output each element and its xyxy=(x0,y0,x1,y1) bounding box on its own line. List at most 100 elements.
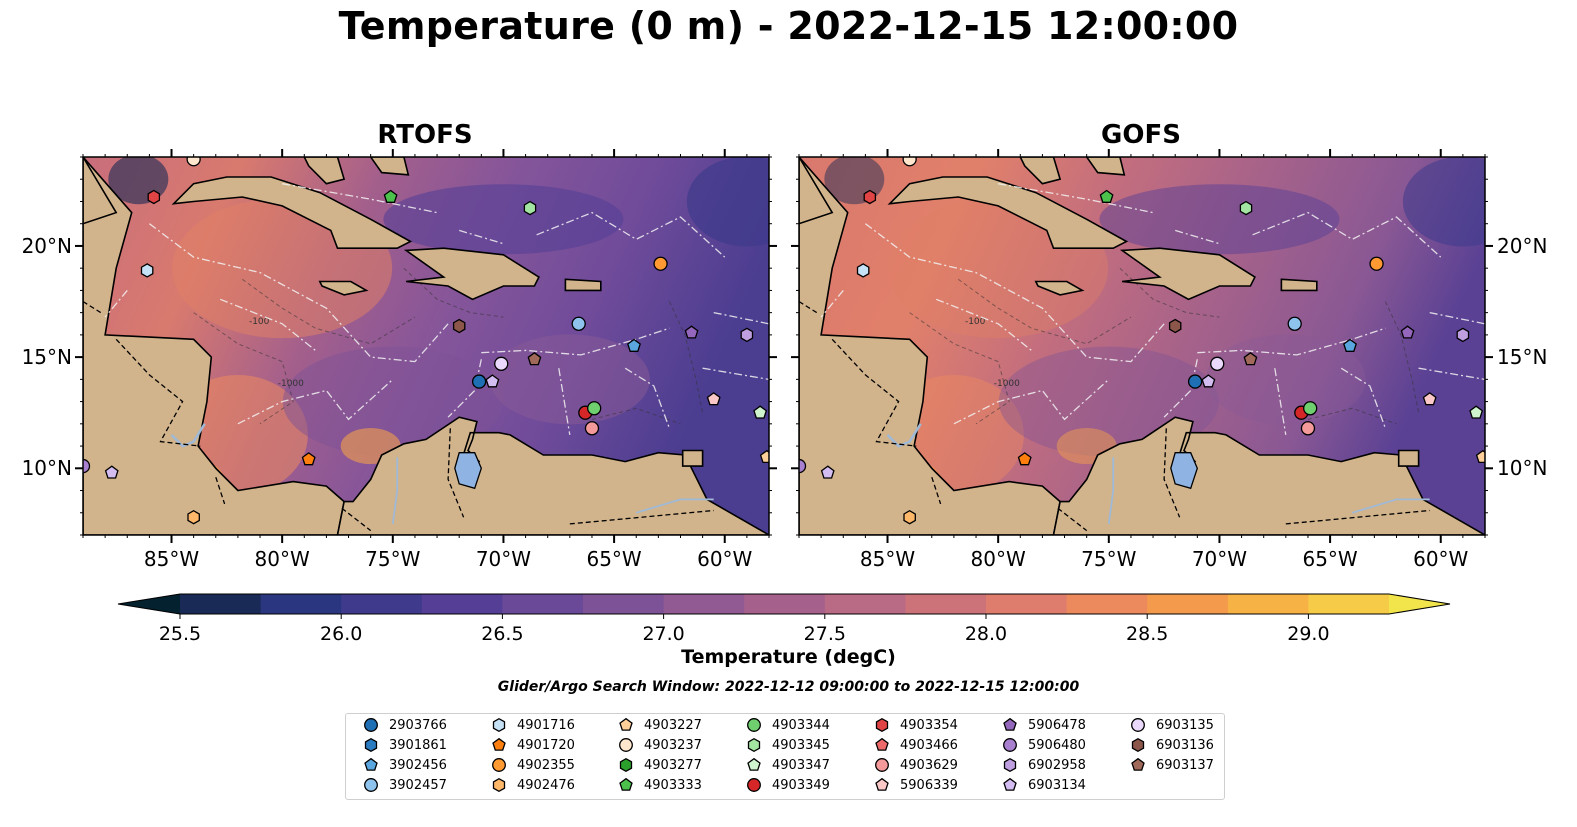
float-marker-6902958 xyxy=(740,327,754,343)
legend-item: 4901720 xyxy=(490,736,575,754)
float-marker-4902355 xyxy=(1369,256,1384,271)
float-marker-3902457 xyxy=(571,316,586,331)
legend-label: 4903277 xyxy=(644,757,702,773)
float-marker-3902457 xyxy=(1287,316,1302,331)
isobath-label: -100 xyxy=(249,317,270,327)
float-marker-4903345 xyxy=(1239,200,1253,216)
float-marker-6903134 xyxy=(1201,374,1216,388)
colorbar-segment xyxy=(744,594,826,614)
float-marker-5906478 xyxy=(684,325,699,339)
lake-maracaibo xyxy=(454,452,482,490)
legend-label: 5906478 xyxy=(1028,717,1086,733)
lon-tick-label: 70°W xyxy=(475,547,532,571)
colorbar-tick-label: 26.0 xyxy=(320,623,362,645)
float-marker-4903333 xyxy=(383,189,398,203)
legend-label: 4903227 xyxy=(644,717,702,733)
map-rtofs: -1000 -100 xyxy=(75,149,777,543)
lat-tick-label: 15°N xyxy=(1497,345,1548,370)
land-caymanYuc xyxy=(799,157,834,225)
colorbar-segment xyxy=(260,594,342,614)
legend-item: 6902958 xyxy=(1001,756,1086,774)
float-marker-4903237 xyxy=(902,157,917,167)
legend-item: 4903277 xyxy=(617,756,702,774)
legend-marker xyxy=(1003,757,1017,773)
legend-label: 4903354 xyxy=(900,717,958,733)
lon-tick-label: 70°W xyxy=(1191,547,1248,571)
float-marker-4903227 xyxy=(759,449,769,464)
colorbar-segment xyxy=(180,594,262,614)
legend-marker xyxy=(1003,717,1017,731)
float-marker-6902958 xyxy=(1456,327,1470,343)
legend-label: 4903629 xyxy=(900,757,958,773)
legend-item: 4903333 xyxy=(617,776,702,794)
legend-label: 6903137 xyxy=(1156,757,1214,773)
legend-marker-icon xyxy=(1131,737,1145,753)
float-marker-4901716 xyxy=(856,263,870,278)
legend-marker xyxy=(747,718,761,732)
legend-marker-icon xyxy=(619,757,633,773)
legend-marker xyxy=(492,737,506,751)
colorbar-segment xyxy=(986,594,1068,614)
legend-item: 6903135 xyxy=(1129,716,1214,734)
legend-label: 4903466 xyxy=(900,737,958,753)
map-panels: -1000 -100 -1000 -100 xyxy=(75,149,1493,543)
legend-marker-icon xyxy=(492,737,506,751)
legend-marker xyxy=(492,777,506,793)
float-marker-6903136 xyxy=(452,318,466,334)
legend-item: 2903766 xyxy=(362,716,447,734)
legend-label: 4901716 xyxy=(517,717,575,733)
land-puertorico xyxy=(1280,278,1318,292)
legend-marker xyxy=(875,737,889,751)
land-bahamas1 xyxy=(303,157,346,185)
legend-marker xyxy=(619,757,633,773)
legend-label: 2903766 xyxy=(389,717,447,733)
land-jamaica xyxy=(1034,280,1085,296)
lat-tick-label: 20°N xyxy=(21,233,72,258)
colorbar-tick-label: 26.5 xyxy=(481,623,523,645)
legend-marker-icon xyxy=(619,738,633,752)
colorbar-segment xyxy=(1227,594,1309,614)
legend-marker-icon xyxy=(364,778,378,792)
colorbar-tick-label: 27.5 xyxy=(804,623,846,645)
legend-item: 4903345 xyxy=(745,736,830,754)
legend-marker-icon xyxy=(1003,757,1017,773)
legend-marker-icon xyxy=(619,717,633,731)
legend-marker-icon xyxy=(747,737,761,753)
float-marker-4901720 xyxy=(1017,452,1032,466)
lon-tick-label: 85°W xyxy=(859,547,916,571)
legend-item: 4903354 xyxy=(873,716,958,734)
legend-marker xyxy=(1003,777,1017,791)
legend-marker xyxy=(747,757,761,771)
legend-marker-icon xyxy=(492,758,506,772)
legend-label: 6903134 xyxy=(1028,777,1086,793)
float-marker-5906480 xyxy=(83,458,91,474)
float-marker-4903227 xyxy=(1475,449,1485,464)
float-marker-4902476 xyxy=(903,509,916,525)
float-marker-4902355 xyxy=(653,256,668,271)
legend-marker xyxy=(1131,718,1145,732)
legend-marker-icon xyxy=(747,757,761,771)
lon-tick-label: 60°W xyxy=(1413,547,1469,571)
float-marker-6903134 xyxy=(820,465,835,479)
legend-marker-icon xyxy=(619,777,633,791)
colorbar-tick-label: 27.0 xyxy=(642,623,684,645)
legend-marker-icon xyxy=(364,737,378,753)
legend-item: 4901716 xyxy=(490,716,575,734)
land-trinidad xyxy=(1397,449,1420,467)
float-marker-5906478 xyxy=(1400,325,1415,339)
float-marker-5906339 xyxy=(1422,392,1437,406)
lon-tick-label: 85°W xyxy=(143,547,200,571)
float-marker-6903136 xyxy=(1168,318,1182,334)
float-marker-4903344 xyxy=(1303,401,1318,416)
legend-item: 6903134 xyxy=(1001,776,1086,794)
colorbar-tick-label: 28.0 xyxy=(965,623,1007,645)
legend-item: 6903136 xyxy=(1129,736,1214,754)
legend-marker xyxy=(875,758,889,772)
legend-label: 4902476 xyxy=(517,777,575,793)
legend-marker-icon xyxy=(364,718,378,732)
colorbar-segment xyxy=(1066,594,1148,614)
legend-item: 5906478 xyxy=(1001,716,1086,734)
float-marker-4903345 xyxy=(523,200,537,216)
legend-label: 4903345 xyxy=(772,737,830,753)
panel-title-gofs: GOFS xyxy=(1101,120,1181,150)
